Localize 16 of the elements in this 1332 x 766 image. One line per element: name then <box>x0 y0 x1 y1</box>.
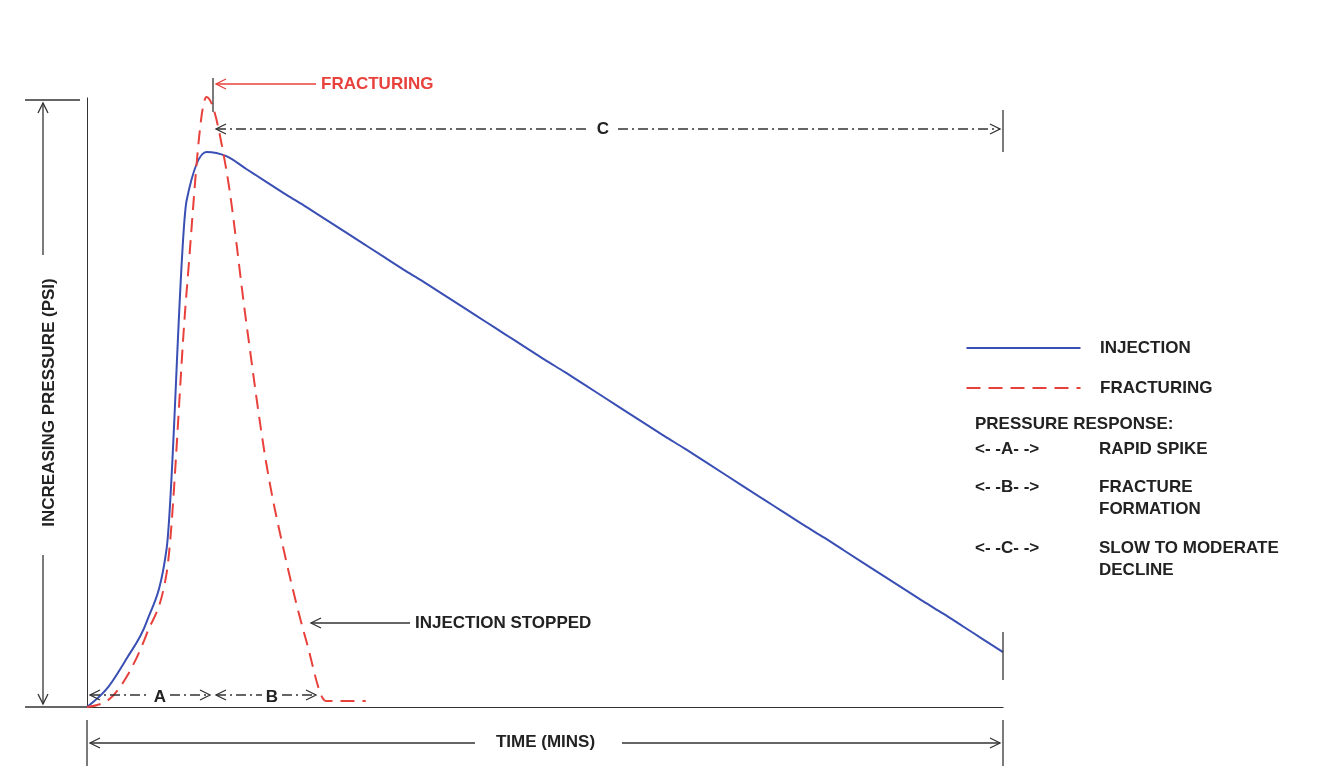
text: FRACTURING <box>321 74 434 93</box>
text: SLOW TO MODERATE DECLINE <box>1099 538 1279 579</box>
annotation: <- -B- -> <box>975 477 1040 496</box>
y-axis-title: INCREASING PRESSURE (PSI) <box>38 278 58 527</box>
annotation: <- -C- -> <box>975 538 1040 557</box>
annotation: A <box>153 687 167 706</box>
annotation: <- -A- -> <box>975 439 1040 458</box>
annotation: INJECTION STOPPED <box>415 613 592 632</box>
annotation: PRESSURE RESPONSE: <box>975 414 1174 433</box>
text: FRACTURING <box>1100 378 1213 397</box>
text: RAPID SPIKE <box>1099 439 1208 458</box>
annotation: B <box>265 687 279 706</box>
text: FRACTURE FORMATION <box>1099 477 1201 518</box>
text: INJECTION <box>1100 338 1191 357</box>
annotation: C <box>596 119 610 138</box>
x-axis-title: TIME (MINS) <box>495 731 596 751</box>
